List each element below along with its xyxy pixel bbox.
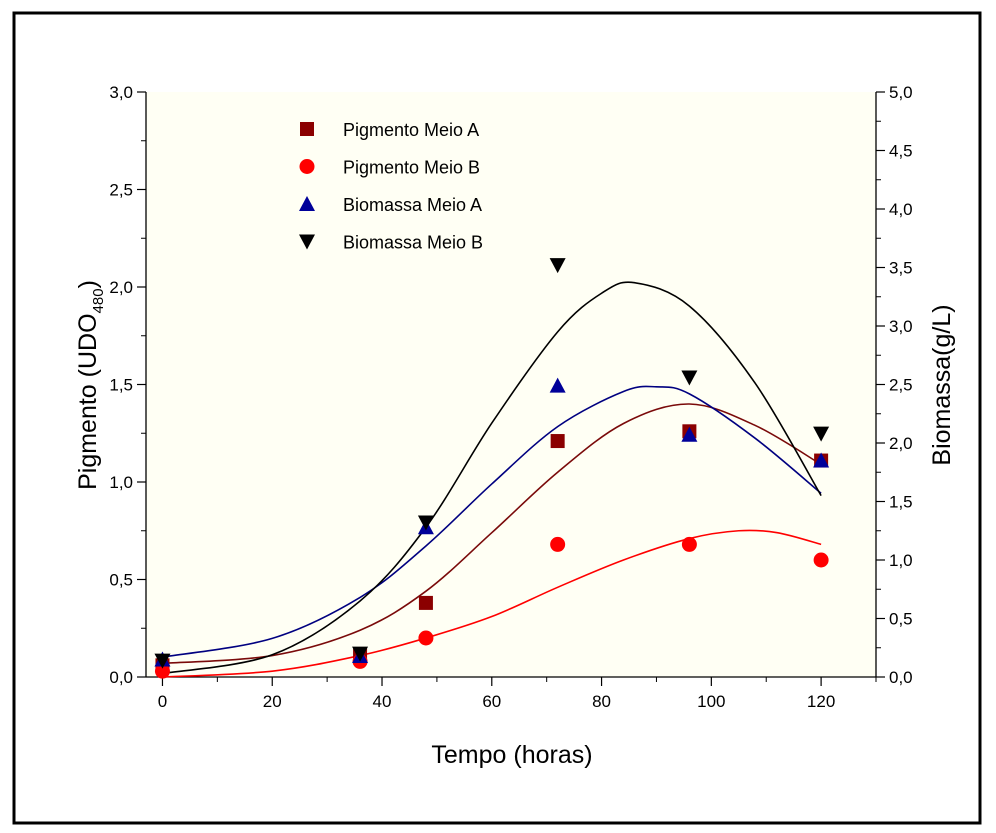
axes: 0 20 40 60 80 100 120 0,0 0,5 1,0 1,5 2,0 2,5 3,0 0,0 0… xyxy=(109,83,912,711)
data-point-pigmento-meio-b xyxy=(681,536,697,552)
y-axis-left-title-subscript: 480 xyxy=(90,288,107,313)
x-tick-label: 120 xyxy=(807,692,835,711)
y-right-tick-label: 3,0 xyxy=(889,317,913,336)
x-tick-label: 20 xyxy=(263,692,282,711)
y-right-tick-label: 0,0 xyxy=(889,668,913,687)
data-point-pigmento-meio-b xyxy=(154,663,170,679)
legend-marker-pigmento-meio-b xyxy=(299,159,315,174)
y-axis-left-title-close: ) xyxy=(74,280,102,288)
data-point-pigmento-meio-a xyxy=(418,595,433,610)
data-point-pigmento-meio-b xyxy=(550,536,566,552)
y-axis-left-title-main: Pigmento (UDO xyxy=(74,313,102,489)
y-left-tick-label: 1,0 xyxy=(109,473,133,492)
data-point-biomassa-meio-b xyxy=(417,515,434,531)
x-tick-label: 80 xyxy=(592,692,611,711)
legend-marker-biomassa-meio-a xyxy=(299,196,315,211)
y-left-tick-label: 3,0 xyxy=(109,83,133,102)
y-axis-right-title: Biomassa(g/L) xyxy=(928,304,956,465)
y-right-tick-label: 5,0 xyxy=(889,83,913,102)
fit-line-biomassa-meio-b xyxy=(162,281,822,675)
y-right-tick-label: 3,5 xyxy=(889,259,913,278)
legend-label-pigmento-meio-a: Pigmento Meio A xyxy=(343,120,479,140)
x-axis-title: Tempo (horas) xyxy=(431,741,592,769)
y-right-tick-label: 2,5 xyxy=(889,376,913,395)
page-border xyxy=(12,11,982,825)
x-tick-label: 100 xyxy=(697,692,725,711)
legend: Pigmento Meio A Pigmento Meio B Biomassa M… xyxy=(299,120,483,253)
x-tick-label: 60 xyxy=(482,692,501,711)
data-point-biomassa-meio-a xyxy=(681,426,698,442)
data-point-biomassa-meio-a xyxy=(549,377,566,393)
y-right-tick-label: 4,5 xyxy=(889,142,913,161)
legend-marker-pigmento-meio-a xyxy=(300,122,314,136)
y-left-tick-label: 2,5 xyxy=(109,181,133,200)
y-left-tick-label: 2,0 xyxy=(109,278,133,297)
y-left-tick-label: 1,5 xyxy=(109,376,133,395)
legend-label-biomassa-meio-a: Biomassa Meio A xyxy=(343,195,482,215)
data-point-biomassa-meio-b xyxy=(813,426,830,442)
x-tick-label: 40 xyxy=(373,692,392,711)
legend-label-biomassa-meio-b: Biomassa Meio B xyxy=(343,233,483,253)
fit-line-pigmento-meio-b xyxy=(162,529,822,678)
legend-marker-biomassa-meio-b xyxy=(299,234,315,250)
data-point-biomassa-meio-b xyxy=(681,370,698,386)
y-left-tick-label: 0,0 xyxy=(109,668,133,687)
y-right-tick-label: 0,5 xyxy=(889,610,913,629)
data-point-biomassa-meio-a xyxy=(813,452,830,468)
data-point-pigmento-meio-b xyxy=(813,552,829,568)
legend-label-pigmento-meio-b: Pigmento Meio B xyxy=(343,158,480,178)
plot-background xyxy=(146,92,876,677)
data-point-biomassa-meio-b xyxy=(154,653,171,669)
data-point-pigmento-meio-b xyxy=(418,630,434,646)
data-point-biomassa-meio-b xyxy=(352,646,369,662)
y-left-tick-label: 0,5 xyxy=(109,571,133,590)
fit-line-biomassa-meio-a xyxy=(162,385,822,658)
data-point-pigmento-meio-a xyxy=(550,434,565,449)
y-right-tick-label: 1,0 xyxy=(889,551,913,570)
y-right-tick-label: 4,0 xyxy=(889,200,913,219)
data-point-biomassa-meio-b xyxy=(549,258,566,274)
y-right-tick-label: 2,0 xyxy=(889,434,913,453)
data-points xyxy=(154,258,830,679)
y-right-tick-label: 1,5 xyxy=(889,493,913,512)
fit-curves xyxy=(162,281,822,678)
x-tick-label: 0 xyxy=(158,692,167,711)
y-axis-left-title: Pigmento (UDO480) xyxy=(74,280,107,490)
